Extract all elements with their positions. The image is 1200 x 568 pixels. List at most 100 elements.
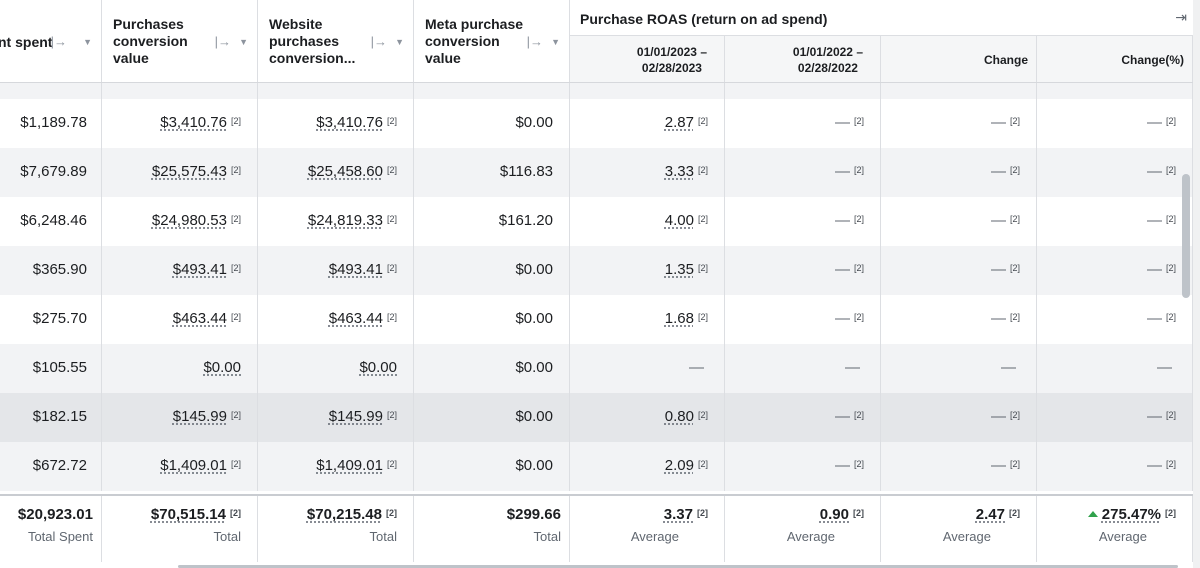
column-header-purchases-conversion-value[interactable]: Purchases conversion value |→ ▼ — [102, 0, 258, 82]
footnote-marker[interactable]: [2] — [386, 263, 397, 273]
pin-column-icon[interactable]: |→ — [526, 34, 543, 49]
roas-2023-cell[interactable]: 0.80 [2] — [570, 393, 725, 442]
footnote-marker[interactable]: [2] — [697, 459, 708, 469]
purchases-conversion-value-cell[interactable]: $25,575.43 [2] — [102, 148, 258, 197]
purchases-conversion-value-cell[interactable]: $493.41 [2] — [102, 246, 258, 295]
roas-2023-cell[interactable]: 1.35 [2] — [570, 246, 725, 295]
footnote-marker[interactable]: [2] — [697, 410, 708, 420]
cell-value[interactable]: $24,980.53 — [151, 212, 227, 229]
footnote-marker[interactable]: [2] — [697, 214, 708, 224]
total-value[interactable]: $70,515.14 — [150, 506, 226, 523]
footnote-marker[interactable]: [2] — [230, 508, 241, 518]
cell-value[interactable]: $1,409.01 — [316, 457, 383, 474]
purchases-conversion-value-cell[interactable]: $1,409.01 [2] — [102, 442, 258, 491]
total-change-percent-cell[interactable]: 275.47% [2] Average — [1037, 496, 1193, 562]
cell-value[interactable]: $0.00 — [359, 359, 397, 376]
footnote-marker[interactable]: [2] — [1165, 312, 1176, 322]
cell-value[interactable]: $3,410.76 — [160, 114, 227, 131]
pin-column-icon[interactable]: |→ — [50, 34, 67, 49]
subcolumn-2022-range[interactable]: 01/01/2022 – 02/28/2022 — [725, 36, 881, 82]
total-roas-2022-cell[interactable]: 0.90 [2] Average — [725, 496, 881, 562]
roas-2023-cell[interactable]: 3.33 [2] — [570, 148, 725, 197]
footnote-marker[interactable]: [2] — [1165, 410, 1176, 420]
footnote-marker[interactable]: [2] — [230, 263, 241, 273]
website-purchases-cell[interactable]: $24,819.33 [2] — [258, 197, 414, 246]
footnote-marker[interactable]: [2] — [853, 508, 864, 518]
footnote-marker[interactable]: [2] — [853, 214, 864, 224]
roas-2023-cell[interactable]: 4.00 [2] — [570, 197, 725, 246]
total-value[interactable]: 2.47 — [975, 506, 1005, 523]
footnote-marker[interactable]: [2] — [386, 508, 397, 518]
cell-value[interactable]: $3,410.76 — [316, 114, 383, 131]
website-purchases-cell[interactable]: $463.44 [2] — [258, 295, 414, 344]
pin-column-icon[interactable]: |→ — [370, 34, 387, 49]
table-row[interactable]: $365.90 $493.41 [2] $493.41 [2] $0.00 1.35 [2] —… — [0, 246, 1193, 295]
footnote-marker[interactable]: [2] — [853, 459, 864, 469]
total-value[interactable]: 3.37 — [663, 506, 693, 523]
footnote-marker[interactable]: [2] — [1165, 214, 1176, 224]
footnote-marker[interactable]: [2] — [853, 312, 864, 322]
total-value[interactable]: 275.47% — [1101, 506, 1161, 523]
website-purchases-cell[interactable]: $145.99 [2] — [258, 393, 414, 442]
footnote-marker[interactable]: [2] — [853, 410, 864, 420]
total-change-cell[interactable]: 2.47 [2] Average — [881, 496, 1037, 562]
footnote-marker[interactable]: [2] — [230, 116, 241, 126]
purchases-conversion-value-cell[interactable]: $145.99 [2] — [102, 393, 258, 442]
purchases-conversion-value-cell[interactable]: $3,410.76 [2] — [102, 99, 258, 148]
footnote-marker[interactable]: [2] — [386, 165, 397, 175]
cell-value[interactable]: 3.33 — [664, 163, 694, 180]
footnote-marker[interactable]: [2] — [853, 165, 864, 175]
total-wpc-cell[interactable]: $70,215.48 [2] Total — [258, 496, 414, 562]
footnote-marker[interactable]: [2] — [853, 263, 864, 273]
footnote-marker[interactable]: [2] — [1009, 459, 1020, 469]
cell-value[interactable]: $25,575.43 — [151, 163, 227, 180]
column-header-amount-spent[interactable]: nt spent |→ ▼ — [0, 0, 102, 82]
website-purchases-cell[interactable]: $0.00 — [258, 344, 414, 393]
footnote-marker[interactable]: [2] — [853, 116, 864, 126]
roas-2023-cell[interactable]: 2.87 [2] — [570, 99, 725, 148]
table-row[interactable]: $1,189.78 $3,410.76 [2] $3,410.76 [2] $0.00 2.… — [0, 99, 1193, 148]
pin-column-icon[interactable]: |→ — [214, 34, 231, 49]
cell-value[interactable]: $493.41 — [172, 261, 227, 278]
footnote-marker[interactable]: [2] — [1009, 263, 1020, 273]
collapse-right-icon[interactable]: ⇥ — [1175, 9, 1187, 25]
total-roas-2023-cell[interactable]: 3.37 [2] Average — [570, 496, 725, 562]
total-value[interactable]: 0.90 — [819, 506, 849, 523]
column-header-meta-purchase-conversion-value[interactable]: Meta purchase conversion value |→ ▼ — [414, 0, 570, 82]
website-purchases-cell[interactable]: $1,409.01 [2] — [258, 442, 414, 491]
vertical-scrollbar-thumb[interactable] — [1182, 174, 1190, 298]
sort-dropdown-icon[interactable]: ▼ — [395, 37, 404, 47]
footnote-marker[interactable]: [2] — [1009, 312, 1020, 322]
footnote-marker[interactable]: [2] — [1009, 214, 1020, 224]
roas-2023-cell[interactable]: 1.68 [2] — [570, 295, 725, 344]
footnote-marker[interactable]: [2] — [386, 116, 397, 126]
footnote-marker[interactable]: [2] — [1165, 165, 1176, 175]
purchases-conversion-value-cell[interactable]: $24,980.53 [2] — [102, 197, 258, 246]
table-row[interactable]: $672.72 $1,409.01 [2] $1,409.01 [2] $0.00 2.09… — [0, 442, 1193, 491]
column-header-website-purchases-conversion[interactable]: Website purchases conversion... |→ ▼ — [258, 0, 414, 82]
cell-value[interactable]: $145.99 — [172, 408, 227, 425]
footnote-marker[interactable]: [2] — [230, 410, 241, 420]
vertical-scrollbar-track[interactable] — [1193, 0, 1200, 568]
footnote-marker[interactable]: [2] — [697, 312, 708, 322]
horizontal-scrollbar-thumb[interactable] — [178, 565, 1178, 568]
subcolumn-change-percent[interactable]: Change(%) — [1037, 36, 1193, 82]
footnote-marker[interactable]: [2] — [1165, 263, 1176, 273]
sort-dropdown-icon[interactable]: ▼ — [551, 37, 560, 47]
table-row[interactable]: $7,679.89 $25,575.43 [2] $25,458.60 [2] $116.… — [0, 148, 1193, 197]
purchases-conversion-value-cell[interactable]: $463.44 [2] — [102, 295, 258, 344]
table-row[interactable]: $6,248.46 $24,980.53 [2] $24,819.33 [2] $161.… — [0, 197, 1193, 246]
website-purchases-cell[interactable]: $3,410.76 [2] — [258, 99, 414, 148]
footnote-marker[interactable]: [2] — [697, 263, 708, 273]
footnote-marker[interactable]: [2] — [1009, 410, 1020, 420]
cell-value[interactable]: 0.80 — [664, 408, 694, 425]
footnote-marker[interactable]: [2] — [230, 459, 241, 469]
table-row[interactable]: $182.15 $145.99 [2] $145.99 [2] $0.00 0.80 [2] —… — [0, 393, 1193, 442]
website-purchases-cell[interactable]: $493.41 [2] — [258, 246, 414, 295]
total-value[interactable]: $70,215.48 — [306, 506, 382, 523]
footnote-marker[interactable]: [2] — [697, 508, 708, 518]
cell-value[interactable]: $145.99 — [328, 408, 383, 425]
cell-value[interactable]: 1.35 — [664, 261, 694, 278]
cell-value[interactable]: 2.09 — [664, 457, 694, 474]
cell-value[interactable]: 1.68 — [664, 310, 694, 327]
